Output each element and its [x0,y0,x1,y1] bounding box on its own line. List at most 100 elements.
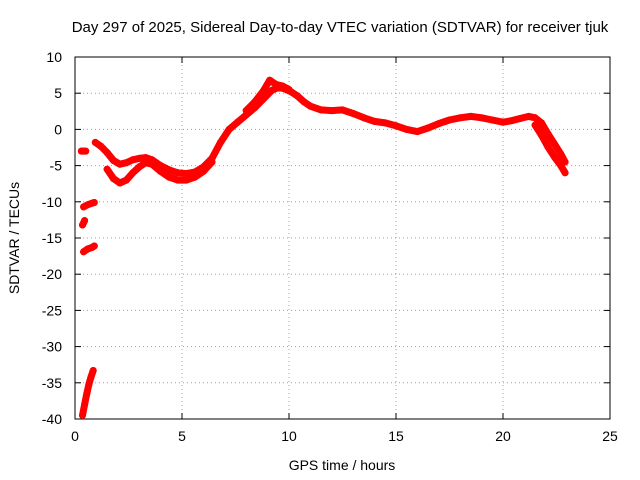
data-point [122,176,130,184]
data-point [525,112,533,120]
data-point [446,116,453,124]
data-point [259,87,267,95]
data-point [217,138,224,146]
x-tick-label: 25 [602,428,618,444]
ticks: 0 5 10 15 20 25 10 5 0 -5 -10 -15 -20 -25 -30 -35 -40 [42,49,618,444]
data-point [285,86,293,94]
data-point [435,120,443,128]
data-point [97,142,105,150]
y-tick-label: 5 [54,85,62,101]
data-point [294,92,302,100]
data-point [142,154,150,162]
data-point [82,147,90,155]
y-tick-label: -25 [42,302,62,318]
y-tick-label: -5 [50,158,63,174]
data-point [103,149,111,157]
data-point [279,82,287,90]
y-tick-label: -30 [42,339,62,355]
data-point [538,131,545,139]
x-tick-label: 10 [281,428,297,444]
data-series [77,76,569,419]
data-point [392,122,400,130]
data-point [208,158,216,166]
data-point [488,116,496,124]
x-tick-label: 0 [71,428,79,444]
data-point [300,98,308,106]
data-point [148,160,156,168]
data-point [544,130,552,138]
y-tick-label: -10 [42,194,62,210]
data-point [199,167,207,175]
data-point [116,160,124,168]
data-point [110,157,117,164]
y-tick-label: -40 [42,411,62,427]
x-tick-label: 5 [178,428,186,444]
data-point [538,119,545,127]
data-point [81,217,89,225]
data-point [116,179,124,187]
data-point [516,115,524,122]
data-point [81,401,89,408]
data-point [467,112,475,120]
data-point [242,107,250,115]
data-point [129,169,137,177]
data-point [561,169,569,177]
data-point [174,169,182,177]
data-point [174,176,182,184]
data-point [79,411,86,419]
data-point [349,110,357,117]
data-point [191,173,199,181]
data-point [306,102,314,110]
data-point [360,114,368,122]
data-point [371,117,379,125]
series-main-track [91,83,569,178]
x-axis-label: GPS time / hours [289,457,396,473]
data-point [456,114,464,122]
data-point [339,106,346,114]
data-point [272,81,280,88]
data-point [122,159,130,167]
data-point [381,119,389,127]
data-point [135,154,143,162]
data-point [251,98,259,106]
data-point [403,125,411,133]
data-point [90,199,98,206]
data-point [531,121,539,129]
x-tick-label: 20 [495,428,511,444]
data-point [225,125,233,133]
data-point [157,167,165,175]
y-tick-label: -35 [42,375,62,391]
data-point [83,390,91,398]
data-point [478,114,486,122]
data-point [142,159,150,167]
data-point [550,153,558,161]
data-point [89,367,97,374]
data-point [328,107,336,115]
data-point [499,118,507,126]
data-point [557,150,565,158]
data-point [182,176,190,184]
y-tick-label: 10 [46,49,62,65]
y-tick-label: -15 [42,230,62,246]
data-point [531,114,539,122]
data-point [85,380,93,388]
data-point [544,143,552,151]
data-point [268,86,276,94]
data-point [129,156,137,164]
data-point [165,166,173,174]
y-axis-label: SDTVAR / TECUs [6,182,22,294]
y-tick-label: 0 [54,121,62,137]
data-point [317,106,325,114]
chart-title: Day 297 of 2025, Sidereal Day-to-day VTE… [72,19,609,36]
data-point [87,373,95,381]
data-point [557,162,565,170]
data-point [91,138,99,146]
data-point [135,163,143,171]
data-point [424,124,432,132]
data-point [182,170,190,178]
data-point [90,242,98,250]
data-point [413,128,421,136]
data-point [508,117,516,125]
grid [75,57,610,419]
